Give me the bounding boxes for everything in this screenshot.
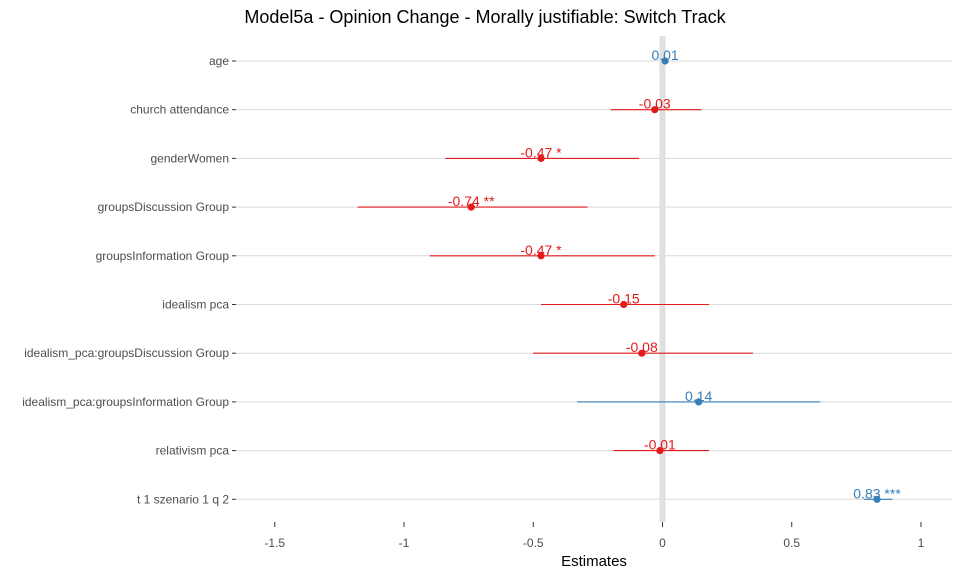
x-axis-title: Estimates	[561, 553, 627, 570]
x-tick-label: 0	[659, 536, 666, 550]
x-tick-label: 0.5	[783, 536, 800, 550]
estimate-label: 0.01	[651, 47, 678, 63]
estimate-label: 0.14	[685, 388, 712, 404]
x-tick-label: -1.5	[264, 536, 285, 550]
x-tick-label: 1	[918, 536, 925, 550]
term-label: groupsInformation Group	[96, 249, 230, 263]
estimate-point	[651, 106, 659, 114]
term-label: age	[209, 54, 229, 68]
gridlines	[236, 60, 952, 500]
estimate-label: -0.01	[644, 437, 676, 453]
term-label: relativism pca	[156, 444, 230, 458]
estimate-point	[873, 495, 881, 503]
term-label: church attendance	[130, 103, 229, 117]
estimate-label: -0.08	[626, 339, 658, 355]
x-axis-ticks: -1.5 -1 -0.5 0 0.5 1	[264, 522, 925, 550]
estimate-points	[467, 57, 881, 503]
term-label: groupsDiscussion Group	[98, 200, 230, 214]
estimate-label: -0.03	[639, 96, 671, 112]
x-tick-label: -0.5	[523, 536, 544, 550]
estimate-label: 0.83 ***	[853, 485, 901, 501]
estimate-labels: 0.01 -0.03 -0.47 * -0.74 ** -0.47 * -0.15 -0.0…	[448, 47, 901, 501]
estimate-point	[695, 398, 703, 406]
estimate-label: -0.47 *	[520, 242, 562, 258]
estimate-point	[638, 349, 646, 357]
estimate-point	[537, 252, 545, 260]
x-tick-label: -1	[399, 536, 410, 550]
estimate-label: -0.74 **	[448, 193, 495, 209]
chart-title: Model5a - Opinion Change - Morally justi…	[244, 7, 726, 27]
estimate-point	[620, 300, 628, 309]
estimate-point	[661, 57, 669, 65]
estimate-point	[537, 154, 545, 162]
term-labels: age church attendance genderWomen groupsDis…	[22, 54, 236, 506]
confidence-intervals	[357, 60, 893, 500]
estimate-point	[656, 447, 664, 455]
estimate-label: -0.47 *	[520, 144, 562, 160]
term-label: t 1 szenario 1 q 2	[137, 492, 229, 506]
term-label: idealism pca	[162, 298, 229, 312]
estimate-label: -0.15	[608, 291, 640, 307]
estimate-point	[467, 203, 475, 211]
term-label: idealism_pca:groupsInformation Group	[22, 395, 229, 409]
term-label: genderWomen	[151, 151, 230, 165]
term-label: idealism_pca:groupsDiscussion Group	[24, 346, 229, 360]
